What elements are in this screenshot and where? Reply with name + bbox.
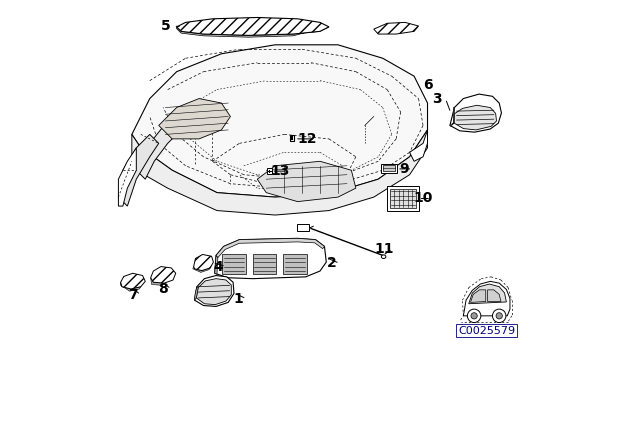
Polygon shape: [257, 161, 356, 202]
Ellipse shape: [381, 255, 386, 258]
Polygon shape: [215, 255, 218, 274]
Polygon shape: [193, 267, 210, 272]
Polygon shape: [381, 164, 397, 173]
Polygon shape: [150, 278, 164, 285]
Text: 11: 11: [375, 242, 394, 256]
Polygon shape: [118, 134, 159, 206]
Text: 4: 4: [213, 259, 223, 274]
Text: 6: 6: [422, 78, 433, 92]
Polygon shape: [118, 148, 136, 206]
Polygon shape: [470, 290, 486, 302]
Text: 10: 10: [413, 191, 433, 206]
Polygon shape: [196, 279, 231, 305]
Polygon shape: [195, 276, 234, 306]
Text: 2: 2: [327, 256, 337, 271]
Polygon shape: [121, 273, 145, 289]
Polygon shape: [463, 281, 510, 316]
Polygon shape: [177, 27, 329, 37]
Polygon shape: [159, 99, 230, 139]
Ellipse shape: [493, 309, 506, 323]
Polygon shape: [387, 186, 419, 211]
Polygon shape: [195, 287, 198, 300]
Polygon shape: [450, 94, 502, 132]
Text: 7: 7: [128, 288, 138, 302]
Polygon shape: [194, 254, 213, 271]
Text: 3: 3: [433, 91, 442, 106]
Ellipse shape: [471, 313, 477, 319]
Polygon shape: [132, 130, 428, 215]
Polygon shape: [488, 290, 501, 302]
Polygon shape: [410, 130, 428, 161]
Polygon shape: [468, 284, 506, 304]
Ellipse shape: [496, 313, 502, 319]
Ellipse shape: [467, 309, 481, 323]
Polygon shape: [253, 254, 276, 274]
Polygon shape: [374, 22, 419, 34]
Polygon shape: [150, 267, 176, 283]
Polygon shape: [267, 168, 271, 174]
Polygon shape: [450, 108, 454, 126]
Polygon shape: [215, 238, 326, 279]
Polygon shape: [216, 238, 324, 258]
Text: 13: 13: [270, 164, 289, 178]
Polygon shape: [136, 108, 195, 179]
Text: C0025579: C0025579: [458, 326, 515, 336]
Text: 5: 5: [161, 19, 170, 33]
Polygon shape: [284, 254, 307, 274]
Polygon shape: [222, 254, 246, 274]
Polygon shape: [390, 189, 416, 208]
Polygon shape: [132, 45, 428, 197]
Polygon shape: [297, 224, 309, 231]
Text: 8: 8: [158, 282, 168, 296]
Text: 9: 9: [399, 162, 409, 176]
Polygon shape: [177, 17, 329, 35]
Polygon shape: [454, 105, 497, 130]
Text: 1: 1: [234, 292, 243, 306]
Polygon shape: [383, 165, 396, 171]
Text: 12: 12: [298, 132, 317, 146]
Polygon shape: [291, 135, 294, 141]
Polygon shape: [120, 282, 141, 291]
